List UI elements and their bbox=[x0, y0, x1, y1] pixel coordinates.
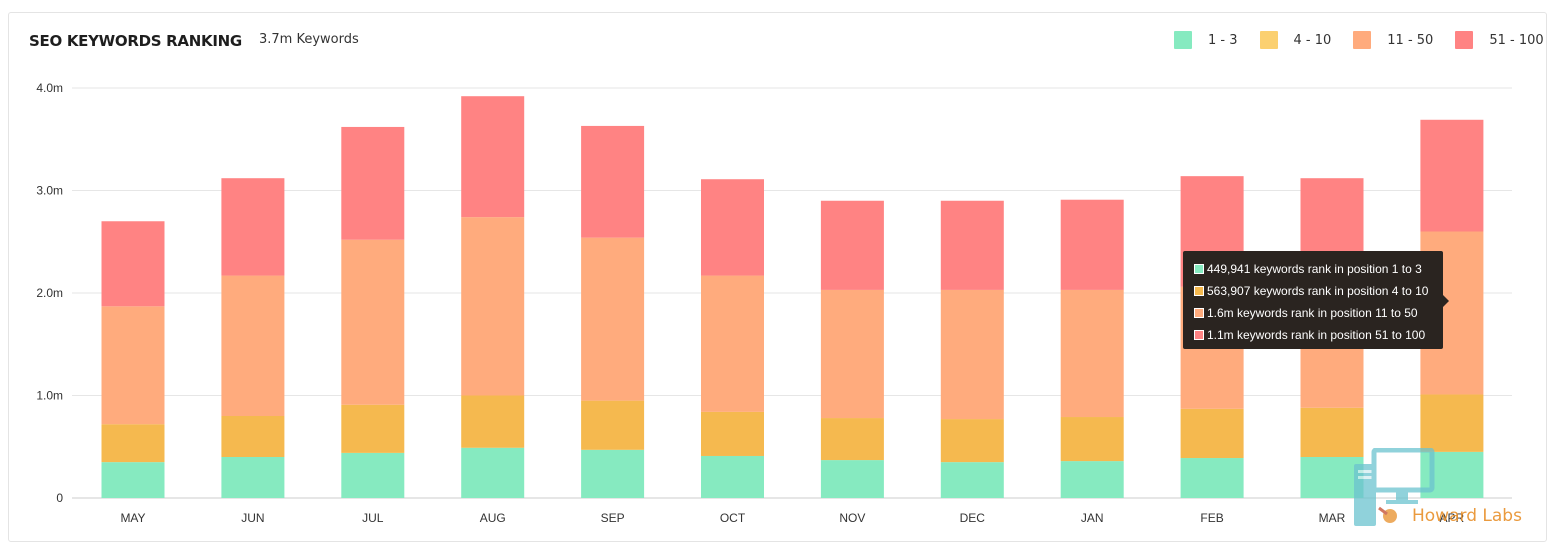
bar-segment-51-100 bbox=[221, 178, 285, 276]
bar-segment-11-50 bbox=[461, 217, 525, 396]
chart-tooltip: 449,941 keywords rank in position 1 to 3… bbox=[1183, 251, 1449, 349]
watermark-text: Howard Labs bbox=[1412, 506, 1522, 526]
bar-segment-1-3 bbox=[701, 455, 764, 498]
x-tick-label: DEC bbox=[960, 511, 986, 525]
bar-segment-51-100 bbox=[341, 126, 405, 240]
bar-segment-51-100 bbox=[581, 125, 645, 238]
bar-segment-4-10 bbox=[461, 395, 525, 448]
bar-segment-1-3 bbox=[820, 460, 884, 498]
x-tick-label: OCT bbox=[720, 511, 746, 525]
bar-segment-1-3 bbox=[221, 457, 285, 498]
legend-label: 4 - 10 bbox=[1293, 32, 1332, 48]
bar-segment-11-50 bbox=[701, 275, 764, 412]
x-tick-label: JUN bbox=[241, 511, 264, 525]
legend-swatch bbox=[1455, 31, 1474, 49]
bar-segment-1-3 bbox=[1300, 457, 1364, 498]
bar-segment-11-50 bbox=[221, 275, 285, 416]
tooltip-swatch bbox=[1194, 330, 1204, 340]
x-tick-label: APR bbox=[1440, 511, 1465, 525]
legend-item-51-100[interactable]: 51 - 100 bbox=[1455, 31, 1544, 49]
bar-segment-51-100 bbox=[1060, 199, 1124, 290]
bar-segment-11-50 bbox=[940, 289, 1004, 420]
legend-label: 1 - 3 bbox=[1208, 32, 1238, 48]
bar-segment-11-50 bbox=[101, 306, 165, 425]
bar-segment-1-3 bbox=[101, 462, 165, 498]
bar-segment-1-3 bbox=[940, 462, 1004, 498]
x-tick-label: AUG bbox=[480, 511, 506, 525]
bar-segment-51-100 bbox=[701, 179, 764, 276]
bar-segment-4-10 bbox=[341, 404, 405, 453]
tooltip-row: 449,941 keywords rank in position 1 to 3 bbox=[1183, 258, 1443, 280]
x-tick-label: JUL bbox=[362, 511, 384, 525]
keyword-count: 3.7m Keywords bbox=[259, 32, 359, 47]
bar-segment-1-3 bbox=[581, 449, 645, 498]
legend-label: 51 - 100 bbox=[1489, 32, 1544, 48]
legend-swatch bbox=[1353, 31, 1372, 49]
bar-segment-1-3 bbox=[1180, 458, 1244, 498]
tooltip-row: 1.6m keywords rank in position 11 to 50 bbox=[1183, 302, 1443, 324]
tooltip-text: 449,941 keywords rank in position 1 to 3 bbox=[1207, 262, 1422, 276]
bar-segment-1-3 bbox=[461, 447, 525, 498]
bar-segment-51-100 bbox=[820, 200, 884, 290]
tooltip-text: 1.6m keywords rank in position 11 to 50 bbox=[1207, 306, 1418, 320]
y-tick-label: 1.0m bbox=[36, 389, 63, 403]
bar-segment-4-10 bbox=[1300, 407, 1364, 457]
x-tick-label: JAN bbox=[1081, 511, 1104, 525]
x-tick-label: NOV bbox=[839, 511, 865, 525]
tooltip-swatch bbox=[1194, 286, 1204, 296]
y-tick-label: 2.0m bbox=[36, 286, 63, 300]
bar-segment-1-3 bbox=[1060, 461, 1124, 498]
tooltip-text: 563,907 keywords rank in position 4 to 1… bbox=[1207, 284, 1429, 298]
bar-segment-1-3 bbox=[341, 452, 405, 498]
bar-segment-11-50 bbox=[1060, 289, 1124, 418]
legend-item-4-10[interactable]: 4 - 10 bbox=[1259, 31, 1332, 49]
bar-segment-4-10 bbox=[701, 411, 764, 456]
y-tick-label: 4.0m bbox=[36, 81, 63, 95]
y-tick-label: 3.0m bbox=[36, 184, 63, 198]
legend-item-1-3[interactable]: 1 - 3 bbox=[1174, 31, 1238, 49]
chart-legend: 1 - 3 4 - 10 11 - 50 51 - 100 bbox=[1174, 31, 1544, 49]
bar-segment-4-10 bbox=[940, 419, 1004, 463]
bar-segment-4-10 bbox=[221, 416, 285, 457]
chart-title: SEO KEYWORDS RANKING bbox=[29, 32, 242, 50]
watermark-logo-icon bbox=[1354, 448, 1435, 526]
tooltip-row: 563,907 keywords rank in position 4 to 1… bbox=[1183, 280, 1443, 302]
tooltip-swatch bbox=[1194, 308, 1204, 318]
bar-segment-4-10 bbox=[1180, 408, 1244, 459]
x-tick-label: SEP bbox=[601, 511, 625, 525]
x-tick-label: MAR bbox=[1319, 511, 1346, 525]
bar-segment-51-100 bbox=[940, 200, 1004, 290]
legend-item-11-50[interactable]: 11 - 50 bbox=[1353, 31, 1433, 49]
bar-segment-4-10 bbox=[820, 418, 884, 461]
tooltip-row: 1.1m keywords rank in position 51 to 100 bbox=[1183, 324, 1443, 346]
bar-segment-4-10 bbox=[101, 424, 165, 463]
y-tick-label: 0 bbox=[56, 491, 63, 505]
bar-segment-51-100 bbox=[461, 96, 525, 218]
x-tick-label: MAY bbox=[120, 511, 145, 525]
x-tick-label: FEB bbox=[1200, 511, 1223, 525]
bar-segment-11-50 bbox=[581, 237, 645, 401]
legend-label: 11 - 50 bbox=[1387, 32, 1434, 48]
bar-segment-4-10 bbox=[1060, 417, 1124, 462]
legend-swatch bbox=[1174, 31, 1192, 49]
bar-segment-51-100 bbox=[1420, 119, 1484, 232]
bar-segment-11-50 bbox=[820, 289, 884, 419]
bar-segment-51-100 bbox=[101, 221, 165, 307]
legend-swatch bbox=[1259, 31, 1278, 49]
bar-segment-4-10 bbox=[581, 400, 645, 450]
bar-segment-4-10 bbox=[1420, 394, 1484, 452]
tooltip-swatch bbox=[1194, 264, 1204, 274]
bar-segment-11-50 bbox=[341, 239, 405, 405]
tooltip-text: 1.1m keywords rank in position 51 to 100 bbox=[1207, 328, 1426, 342]
